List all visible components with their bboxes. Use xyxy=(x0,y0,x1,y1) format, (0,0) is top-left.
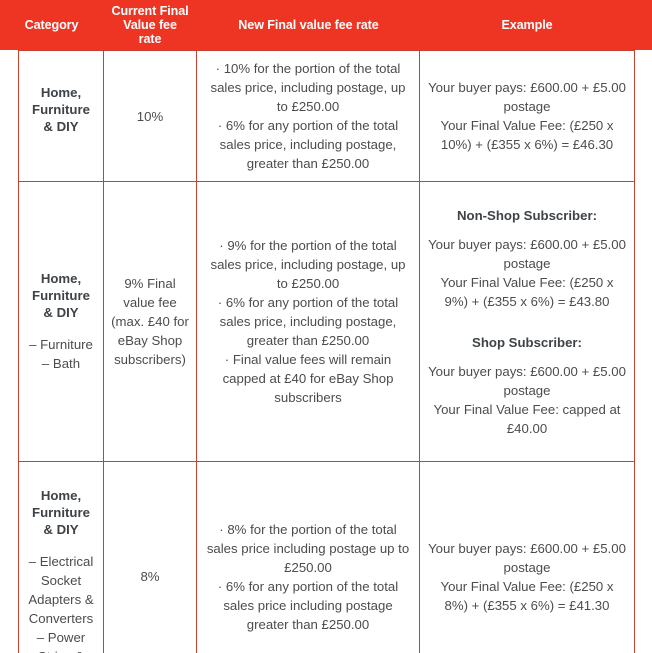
cell-current-rate: 10% xyxy=(103,50,197,182)
column-header-current-rate: Current Final Value fee rate xyxy=(103,4,197,46)
column-header-new-rate: New Final value fee rate xyxy=(197,18,420,32)
new-rate-bullet: 6% for any portion of the total sales pr… xyxy=(204,577,412,634)
current-rate-value: 10% xyxy=(136,108,164,124)
example-line: Your buyer pays: £600.00 + £5.00 postage xyxy=(428,363,626,398)
cell-example: Your buyer pays: £600.00 + £5.00 postage… xyxy=(419,50,635,182)
table-row: Home, Furniture & DIY – Furniture – Bath… xyxy=(18,181,635,462)
cell-example: Non-Shop Subscriber: Your buyer pays: £6… xyxy=(419,181,635,462)
cell-category: Home, Furniture & DIY xyxy=(18,50,104,182)
category-title: Home, Furniture & DIY xyxy=(32,488,90,537)
cell-new-rate: 9% for the portion of the total sales pr… xyxy=(196,181,420,462)
example-heading: Non-Shop Subscriber: xyxy=(457,207,597,223)
new-rate-bullet: 6% for any portion of the total sales pr… xyxy=(204,116,412,173)
new-rate-bullet-list: 9% for the portion of the total sales pr… xyxy=(204,236,412,407)
table-row: Home, Furniture & DIY – Electrical Socke… xyxy=(18,461,635,653)
cell-example: Your buyer pays: £600.00 + £5.00 postage… xyxy=(419,461,635,653)
table-row: Home, Furniture & DIY 10% 10% for the po… xyxy=(18,50,635,182)
column-header-current-rate-line1: Current Final xyxy=(111,4,189,18)
new-rate-bullet-list: 8% for the portion of the total sales pr… xyxy=(204,520,412,634)
example-heading: Shop Subscriber: xyxy=(472,334,582,350)
example-line: Your buyer pays: £600.00 + £5.00 postage xyxy=(428,80,626,114)
category-subitems: – Furniture – Bath xyxy=(29,337,93,371)
category-title: Home, Furniture & DIY xyxy=(32,271,90,320)
new-rate-bullet-list: 10% for the portion of the total sales p… xyxy=(204,59,412,173)
column-header-category-label: Category xyxy=(24,18,79,32)
cell-new-rate: 8% for the portion of the total sales pr… xyxy=(196,461,420,653)
column-header-new-rate-label: New Final value fee rate xyxy=(238,18,379,32)
example-line: Your Final Value Fee: (£250 x 10%) + (£3… xyxy=(440,118,614,152)
new-rate-bullet: Final value fees will remain capped at £… xyxy=(204,350,412,407)
example-line: Your buyer pays: £600.00 + £5.00 postage xyxy=(428,236,626,271)
cell-current-rate: 8% xyxy=(103,461,197,653)
new-rate-bullet: 6% for any portion of the total sales pr… xyxy=(204,293,412,350)
fee-table: Home, Furniture & DIY 10% 10% for the po… xyxy=(18,50,635,653)
category-subitems: – Electrical Socket Adapters & Converter… xyxy=(28,554,94,653)
column-header-example: Example xyxy=(420,18,634,32)
new-rate-bullet: 10% for the portion of the total sales p… xyxy=(204,59,412,116)
cell-new-rate: 10% for the portion of the total sales p… xyxy=(196,50,420,182)
cell-current-rate: 9% Final value fee (max. £40 for eBay Sh… xyxy=(103,181,197,462)
current-rate-value: 9% Final value fee (max. £40 for eBay Sh… xyxy=(111,276,189,367)
category-title: Home, Furniture & DIY xyxy=(32,84,90,134)
cell-category: Home, Furniture & DIY – Furniture – Bath xyxy=(18,181,104,462)
example-line: Your Final Value Fee: capped at £40.00 xyxy=(433,401,621,436)
example-line: Your buyer pays: £600.00 + £5.00 postage xyxy=(428,540,626,575)
fee-table-body: Home, Furniture & DIY 10% 10% for the po… xyxy=(18,50,635,653)
cell-category: Home, Furniture & DIY – Electrical Socke… xyxy=(18,461,104,653)
example-line: Your Final Value Fee: (£250 x 8%) + (£35… xyxy=(440,578,614,613)
new-rate-bullet: 8% for the portion of the total sales pr… xyxy=(204,520,412,577)
new-rate-bullet: 9% for the portion of the total sales pr… xyxy=(204,236,412,293)
table-header-band: Category Current Final Value fee rate Ne… xyxy=(0,0,652,50)
column-header-current-rate-line3: rate xyxy=(138,32,162,46)
example-line: Your Final Value Fee: (£250 x 9%) + (£35… xyxy=(440,274,614,309)
column-header-current-rate-line2: Value fee xyxy=(123,18,177,32)
column-header-category: Category xyxy=(0,18,103,32)
current-rate-value: 8% xyxy=(140,569,160,584)
column-header-example-label: Example xyxy=(501,18,553,32)
